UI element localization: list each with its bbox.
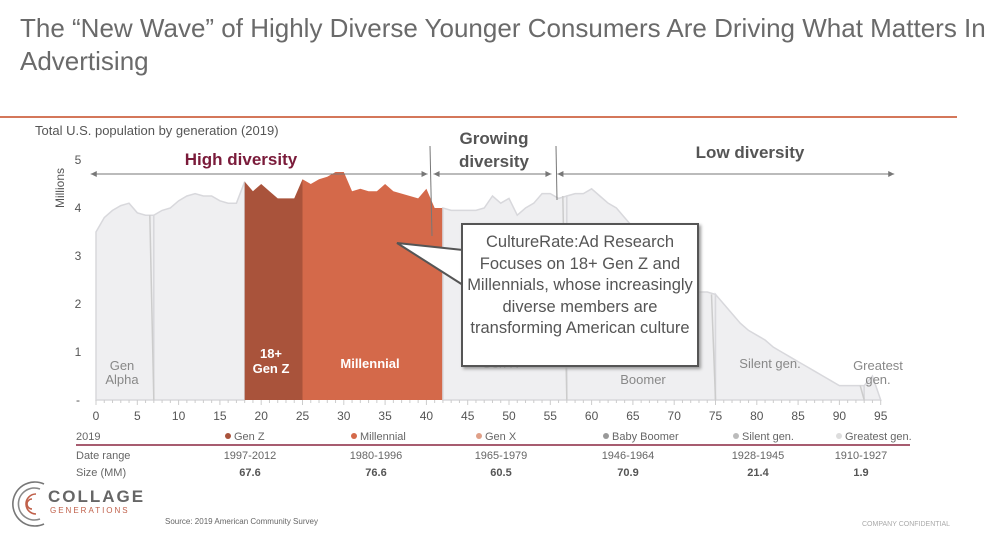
date-range: 1965-1979 [475,450,528,462]
row-label: Size (MM) [76,467,126,479]
x-tick-label: 45 [461,409,475,423]
size-value: 67.6 [239,467,260,479]
arrow-head [557,171,564,177]
y-tick-label: 1 [75,345,82,359]
generation-divider [149,215,155,401]
generation-divider [710,294,717,401]
segment-label: Boomer [620,372,666,387]
size-value: 60.5 [490,467,511,479]
legend-dot [476,433,482,439]
x-tick-label: 95 [874,409,888,423]
date-range: 1910-1927 [835,450,888,462]
x-tick-label: 70 [668,409,682,423]
date-range: 1946-1964 [602,450,655,462]
segment-label: 18+ [260,346,282,361]
size-value: 21.4 [747,467,769,479]
segment-label: Greatest [853,358,903,373]
x-tick-label: 35 [378,409,392,423]
y-tick-label: 3 [75,249,82,263]
area-segment-7 [863,374,882,401]
segment-label: Gen [110,358,135,373]
band-separator [555,145,558,201]
segment-label: Silent gen. [739,356,800,371]
title-rule [0,116,957,118]
segment-label: Alpha [105,372,139,387]
arrow-head [433,171,440,177]
legend-dot [225,433,231,439]
table-header: 2019 [76,431,100,443]
collage-logo-icon [12,481,45,527]
chart-title: Total U.S. population by generation (201… [35,123,279,138]
callout-box: CultureRate:Ad Research Focuses on 18+ G… [461,223,699,367]
x-tick-label: 0 [93,409,100,423]
x-tick-label: 65 [626,409,640,423]
segment-label: gen. [865,372,890,387]
arrow-head [545,171,552,177]
legend-label: Gen X [485,431,517,443]
size-value: 1.9 [853,467,868,479]
size-value: 76.6 [365,467,386,479]
x-tick-label: 60 [585,409,599,423]
x-tick-label: 40 [420,409,434,423]
area-segment-3 [302,172,443,400]
x-tick-label: 85 [791,409,805,423]
legend-dot [733,433,739,439]
legend-dot [836,433,842,439]
band-label: Low diversity [696,143,805,162]
arrow-head [90,171,97,177]
x-tick-label: 55 [544,409,558,423]
band-label: Growing [460,129,529,148]
segment-label: Gen Z [253,361,290,376]
row-label: Date range [76,450,130,462]
legend-label: Millennial [360,431,406,443]
y-tick-label: - [76,393,80,407]
confidential-note: COMPANY CONFIDENTIAL [862,521,951,528]
slide-title: The “New Wave” of Highly Diverse Younger… [20,13,986,76]
legend-dot [351,433,357,439]
x-tick-label: 25 [296,409,310,423]
date-range: 1928-1945 [732,450,785,462]
date-range: 1997-2012 [224,450,277,462]
legend-label: Greatest gen. [845,431,912,443]
generation-divider [859,385,865,401]
logo-subtitle: GENERATIONS [50,506,130,515]
y-tick-label: 4 [75,201,82,215]
legend-label: Baby Boomer [612,431,679,443]
area-segment-6 [714,292,865,401]
x-tick-label: 5 [134,409,141,423]
x-tick-label: 80 [750,409,764,423]
band-label: diversity [459,152,529,171]
y-axis-label: Millions [53,168,67,208]
band-label: High diversity [185,150,298,169]
band-separator [429,145,433,237]
logo-name: COLLAGE [48,487,146,506]
date-range: 1980-1996 [350,450,403,462]
area-segment-2 [244,179,303,400]
y-tick-label: 2 [75,297,82,311]
legend-label: Silent gen. [742,431,794,443]
legend-dot [603,433,609,439]
x-tick-label: 50 [502,409,516,423]
area-segment-1 [153,181,246,401]
legend-label: Gen Z [234,431,265,443]
arrow-head [421,171,428,177]
x-tick-label: 90 [833,409,847,423]
y-tick-label: 5 [75,153,82,167]
x-tick-label: 30 [337,409,351,423]
source-note: Source: 2019 American Community Survey [165,517,318,526]
x-tick-label: 75 [709,409,723,423]
size-value: 70.9 [617,467,638,479]
segment-label: Millennial [340,356,399,371]
x-tick-label: 10 [172,409,186,423]
x-tick-label: 15 [213,409,227,423]
x-tick-label: 20 [255,409,269,423]
arrow-head [888,171,895,177]
